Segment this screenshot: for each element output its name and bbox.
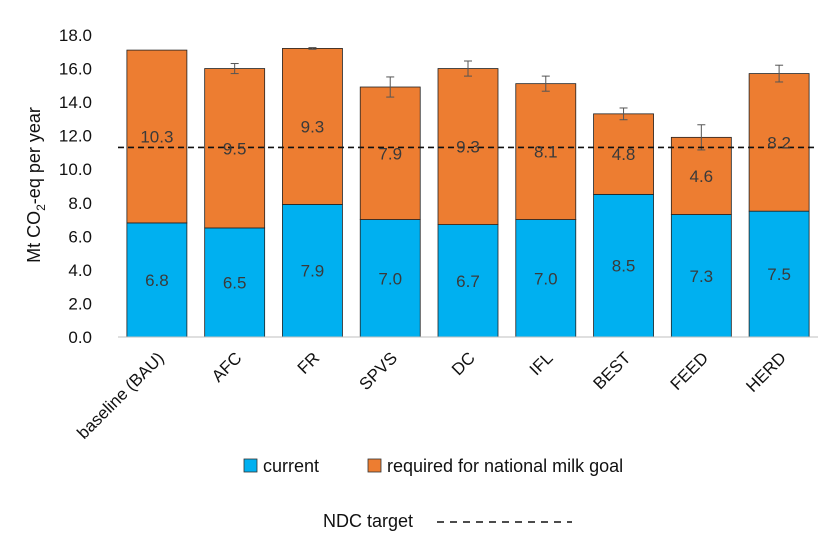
legend-label-current: current [263, 456, 319, 476]
legend-swatch-current [243, 458, 258, 473]
legend: current required for national milk goal … [243, 456, 623, 531]
category-label: AFC [208, 348, 245, 385]
category-label: IFL [526, 348, 557, 379]
value-label-required: 9.3 [301, 117, 325, 136]
y-tick-labels: 0.0 2.0 4.0 6.0 8.0 10.0 12.0 14.0 16.0 18.0 [59, 26, 92, 347]
category-label: SPVS [356, 348, 402, 394]
y-axis-title-rest: -eq per year [24, 107, 44, 204]
bar-required [437, 68, 499, 225]
y-tick-label: 6.0 [68, 227, 92, 246]
y-axis-title: Mt CO2-eq per year [24, 107, 48, 263]
bar-required [126, 49, 188, 224]
category-label: HERD [742, 348, 789, 395]
value-label-required: 4.6 [690, 167, 714, 186]
y-tick-label: 10.0 [59, 160, 92, 179]
value-label-required: 9.5 [223, 139, 247, 158]
value-label-required: 9.3 [456, 138, 480, 157]
value-label-required: 10.3 [140, 128, 173, 147]
value-label-current: 7.9 [301, 262, 325, 281]
y-tick-label: 4.0 [68, 261, 92, 280]
value-label-current: 7.3 [690, 267, 714, 286]
legend-label-ndc-target: NDC target [323, 511, 413, 531]
category-labels: baseline (BAU) AFC FR SPVS DC IFL BEST FEED HERD [73, 348, 789, 442]
y-axis-title-main: Mt CO [24, 211, 44, 263]
bar-current [670, 214, 732, 338]
category-label: BEST [590, 348, 635, 393]
y-tick-label: 16.0 [59, 60, 92, 79]
bar-required [748, 73, 810, 212]
bar-required [204, 68, 266, 229]
category-label: baseline (BAU) [73, 348, 167, 442]
value-label-current: 7.5 [767, 265, 791, 284]
y-tick-label: 18.0 [59, 26, 92, 45]
value-label-current: 6.8 [145, 271, 169, 290]
y-tick-label: 12.0 [59, 127, 92, 146]
y-tick-label: 14.0 [59, 93, 92, 112]
category-label: FEED [667, 348, 712, 393]
category-label: DC [448, 348, 479, 379]
bar-required [282, 48, 343, 205]
legend-label-required: required for national milk goal [387, 456, 623, 476]
y-axis-title-subscript: 2 [34, 204, 48, 211]
legend-swatch-required [367, 458, 382, 473]
error-bars [230, 47, 784, 151]
y-tick-label: 8.0 [68, 194, 92, 213]
y-tick-label: 2.0 [68, 294, 92, 313]
value-label-current: 6.5 [223, 273, 247, 292]
value-label-required: 8.1 [534, 143, 558, 162]
category-label: FR [294, 348, 323, 377]
bar-required [593, 113, 654, 195]
bar-required [359, 86, 421, 220]
bars [126, 48, 810, 338]
y-tick-label: 0.0 [68, 328, 92, 347]
value-label-current: 8.5 [612, 257, 636, 276]
bar-required [515, 83, 577, 220]
bar-current [515, 219, 577, 338]
value-label-current: 7.0 [378, 269, 402, 288]
value-label-required: 7.9 [378, 144, 402, 163]
bar-current [748, 210, 810, 338]
value-label-required: 8.2 [767, 133, 791, 152]
value-label-current: 7.0 [534, 269, 558, 288]
svg-text:Mt CO2-eq per year: Mt CO2-eq per year [24, 107, 48, 263]
bar-current [204, 227, 266, 338]
value-label-current: 6.7 [456, 272, 480, 291]
value-label-required: 4.8 [612, 145, 636, 164]
bar-value-labels: 6.8 10.3 6.5 9.5 7.9 9.3 7.0 7.9 6.7 9.3 7.0 8.1 8.5… [140, 117, 791, 292]
